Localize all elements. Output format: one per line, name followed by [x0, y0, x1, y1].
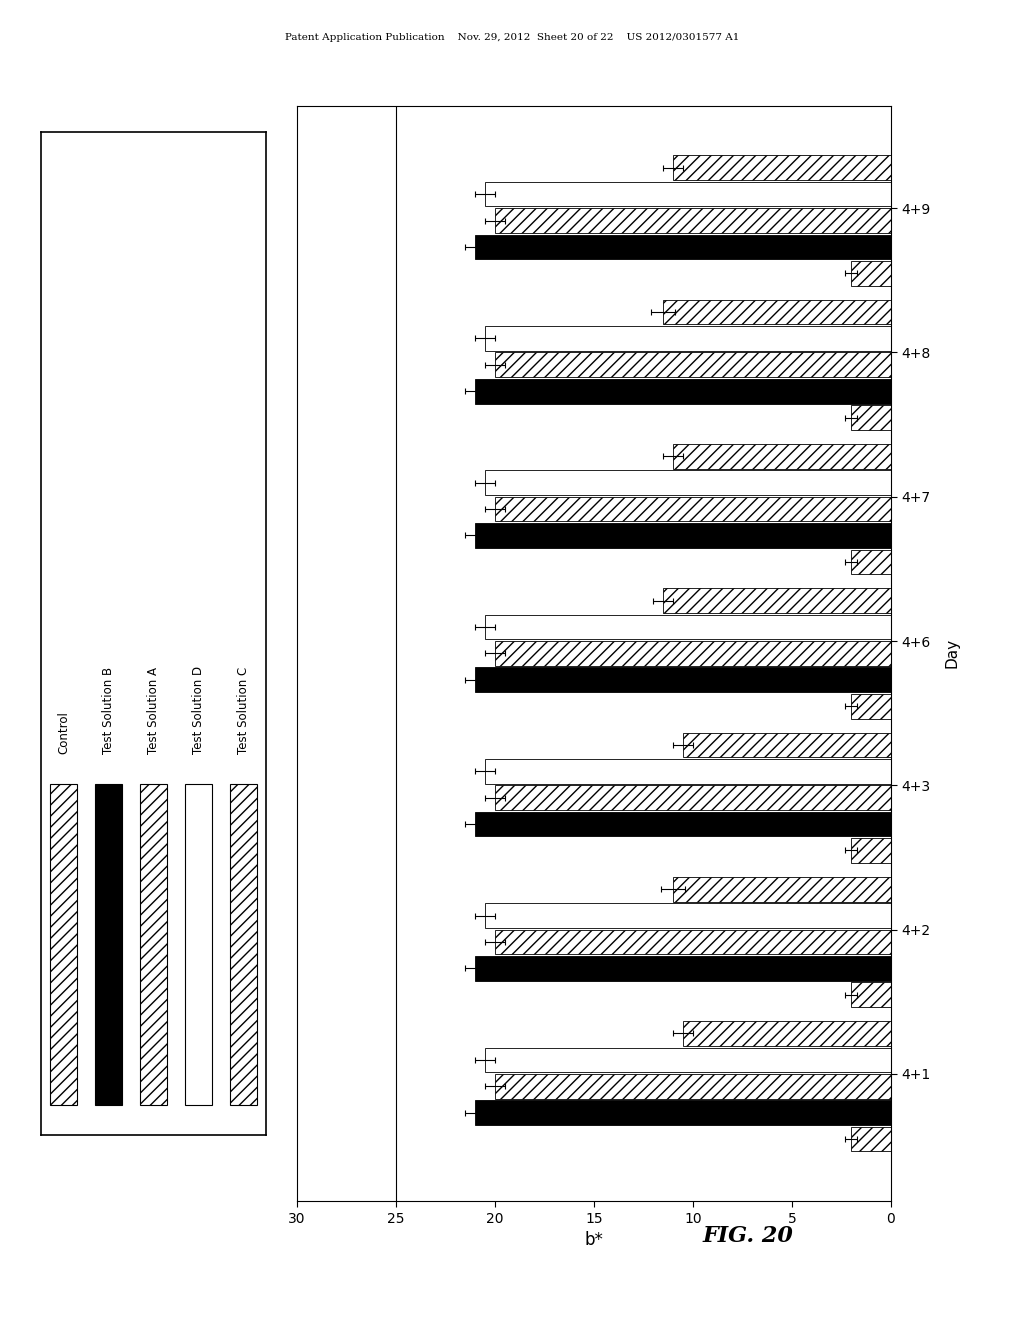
Bar [851, 549, 891, 574]
Bar [673, 444, 891, 469]
Bar [851, 694, 891, 718]
Bar [495, 209, 891, 232]
Bar [495, 785, 891, 810]
Bar [475, 812, 891, 837]
Text: Test Solution A: Test Solution A [147, 667, 160, 754]
Bar [683, 733, 891, 758]
Bar [485, 759, 891, 784]
Bar [495, 1074, 891, 1098]
Bar [851, 1127, 891, 1151]
Bar [664, 589, 891, 612]
Bar [485, 470, 891, 495]
Text: Test Solution C: Test Solution C [238, 667, 250, 754]
Bar [485, 182, 891, 206]
Text: Test Solution D: Test Solution D [193, 665, 205, 754]
Y-axis label: Day: Day [944, 639, 959, 668]
Bar [475, 235, 891, 259]
Text: Patent Application Publication    Nov. 29, 2012  Sheet 20 of 22    US 2012/03015: Patent Application Publication Nov. 29, … [285, 33, 739, 42]
Bar [851, 838, 891, 863]
Bar [475, 956, 891, 981]
Bar [851, 982, 891, 1007]
FancyBboxPatch shape [95, 784, 122, 1105]
Bar [673, 156, 891, 180]
Bar [475, 523, 891, 548]
Bar [851, 405, 891, 430]
Bar [475, 1101, 891, 1125]
Bar [495, 496, 891, 521]
Text: Control: Control [57, 711, 70, 754]
Bar [485, 903, 891, 928]
FancyBboxPatch shape [230, 784, 257, 1105]
X-axis label: b*: b* [585, 1232, 603, 1249]
FancyBboxPatch shape [185, 784, 212, 1105]
FancyBboxPatch shape [140, 784, 167, 1105]
Bar [495, 352, 891, 378]
Bar [485, 1048, 891, 1072]
FancyBboxPatch shape [50, 784, 77, 1105]
Bar [485, 615, 891, 639]
Bar [485, 326, 891, 351]
Bar [475, 668, 891, 692]
Bar [664, 300, 891, 325]
Text: FIG. 20: FIG. 20 [702, 1225, 793, 1247]
Bar [475, 379, 891, 404]
Bar [495, 929, 891, 954]
Bar [495, 642, 891, 665]
Bar [851, 261, 891, 285]
Bar [683, 1022, 891, 1045]
Text: Test Solution B: Test Solution B [102, 667, 115, 754]
Bar [673, 876, 891, 902]
